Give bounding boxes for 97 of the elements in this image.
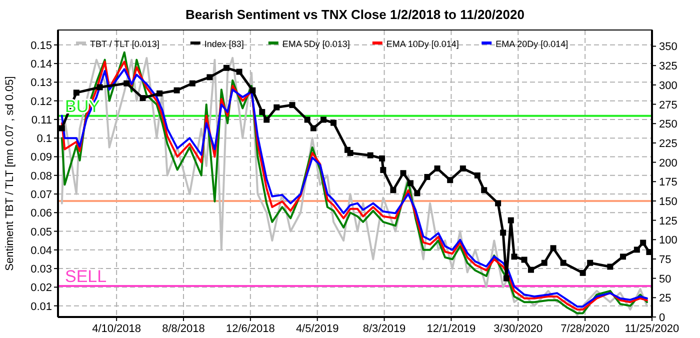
point [236,68,242,75]
point [447,177,454,184]
y-tick-label: 0.06 [30,208,52,220]
y-tick-label: 0.14 [30,58,52,71]
point [560,260,566,266]
point [521,256,528,263]
y-tick-label: 0.02 [30,282,52,294]
x-tick-label: 3/30/2020 [494,323,543,335]
y2-tick-label: 250 [659,118,678,131]
y2-tick-label: 100 [659,234,678,247]
point [347,150,354,156]
y-tick-label: 0.05 [30,226,52,238]
point [474,172,480,178]
point [390,187,396,194]
x-tick-label: 4/5/2019 [296,323,339,335]
point [495,200,502,206]
legend-label: EMA 10Dy [0.014] [386,39,459,49]
point [310,125,316,132]
legend-label: Index [83] [204,39,244,49]
legend-label: EMA 20Dy [0.014] [496,39,568,49]
point [460,165,466,172]
point [330,120,337,126]
y-tick-label: 0.15 [30,40,52,52]
y-tick-label: 0.04 [30,244,52,257]
y-tick-label: 0.03 [30,264,52,276]
y-tick-label: 0.11 [31,114,52,126]
x-tick-label: 4/10/2018 [92,323,142,335]
point [424,174,430,180]
point [587,260,594,266]
point [541,260,548,266]
y2-tick-label: 275 [659,99,678,112]
point [206,74,213,80]
point [511,254,518,260]
legend-label: TBT / TLT [0.013] [90,39,160,49]
point [607,264,614,270]
point [550,245,556,252]
y2-tick-label: 200 [659,157,678,170]
x-tick-label: 11/25/2020 [624,323,680,335]
point [414,190,420,196]
point [481,187,488,194]
point [96,84,103,90]
point [400,170,406,176]
point [434,165,440,172]
point [379,155,386,162]
point [250,87,256,94]
point [289,102,296,108]
point [508,217,514,224]
point [380,167,386,174]
point [320,116,326,123]
point [264,116,270,123]
point [140,95,146,102]
chart-title: Bearish Sentiment vs TNX Close 1/2/2018 to 11/20/2020 [186,7,524,22]
ref-line-label: SELL [65,267,107,286]
y2-tick-label: 325 [659,60,678,73]
point [500,230,506,236]
y2-tick-label: 125 [659,215,678,228]
point [174,87,180,94]
y-tick-label: 0.1 [36,133,52,146]
y-tick-label: 0.13 [30,77,52,90]
y-tick-label: 0.08 [30,170,52,182]
y-tick-label: 0.01 [30,300,52,313]
y2-tick-label: 0 [659,312,666,324]
point [274,104,280,110]
point [223,64,230,71]
y-tick-label: 0.09 [30,152,52,164]
x-tick-label: 8/3/2019 [362,323,406,335]
point [189,80,196,86]
y2-tick-label: 350 [659,41,678,54]
x-tick-label: 12/6/2018 [226,323,275,335]
point [58,125,65,132]
y2-tick-label: 300 [659,80,678,92]
point [503,275,510,282]
y-tick-label: 0.07 [30,189,52,201]
y2-tick-label: 25 [659,292,672,305]
legend-label: EMA 5Dy [0.013] [282,39,350,49]
point [528,266,534,273]
y2-tick-label: 75 [659,254,672,266]
point [580,270,586,276]
x-tick-label: 12/1/2019 [426,323,476,335]
point [367,152,374,158]
point [620,254,626,260]
y2-tick-label: 225 [659,138,678,150]
y-tick-label: 0.12 [30,96,52,108]
x-tick-label: 8/8/2018 [162,323,205,335]
y2-tick-label: 175 [659,176,678,189]
y-axis-title: Sentiment TBT / TLT [mn 0.07 , sd 0.05] [4,76,16,271]
point [73,90,80,96]
point [407,180,414,186]
y2-tick-label: 50 [659,273,672,286]
point [634,246,640,253]
point [259,109,266,115]
y2-tick-label: 150 [659,196,678,208]
x-tick-label: 7/28/2020 [560,323,610,335]
point [124,80,130,86]
point [156,90,163,96]
point [304,116,310,123]
point [640,240,646,246]
